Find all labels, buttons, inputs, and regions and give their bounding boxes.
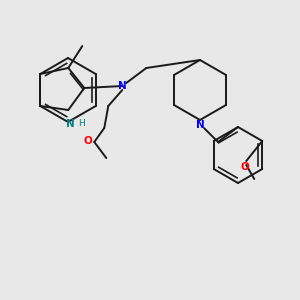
Text: N: N	[196, 120, 204, 130]
Text: O: O	[84, 136, 93, 146]
Text: O: O	[241, 162, 250, 172]
Text: N: N	[66, 119, 75, 129]
Text: N: N	[118, 81, 127, 91]
Text: H: H	[78, 119, 85, 128]
